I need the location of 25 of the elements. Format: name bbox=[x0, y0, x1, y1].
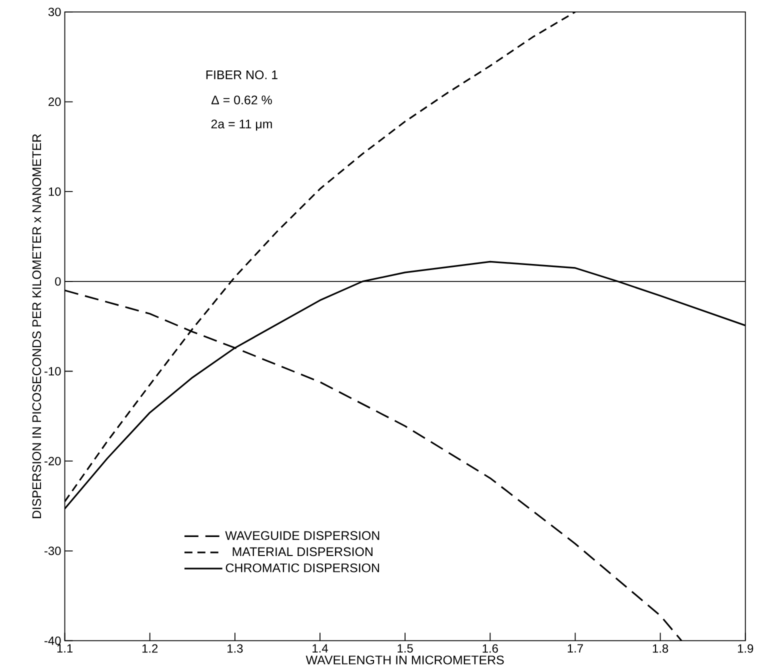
y-tick-label: -40 bbox=[44, 636, 61, 646]
x-tick-label: 1.8 bbox=[652, 644, 668, 653]
legend-label: MATERIAL DISPERSION bbox=[232, 547, 372, 556]
x-tick-label: 1.1 bbox=[57, 644, 72, 653]
annotation: Δ = 0.62 % bbox=[211, 96, 272, 105]
x-tick-label: 1.9 bbox=[738, 644, 754, 653]
legend-label: CHROMATIC DISPERSION bbox=[226, 564, 380, 572]
y-tick-label: -20 bbox=[44, 456, 61, 466]
x-tick-label: 1.6 bbox=[482, 644, 498, 653]
annotation: FIBER NO. 1 bbox=[206, 70, 278, 80]
x-tick-label: 1.2 bbox=[142, 644, 158, 653]
annotation: 2a = 11 μm bbox=[211, 120, 272, 131]
y-tick-label: -10 bbox=[44, 367, 61, 376]
y-tick-label: 10 bbox=[48, 188, 61, 196]
x-tick-label: 1.3 bbox=[228, 644, 243, 653]
y-axis-title: DISPERSION IN PICOSECONDS PER KILOMETER x NANOMETER bbox=[32, 134, 42, 518]
x-tick-label: 1.7 bbox=[568, 644, 583, 653]
y-tick-label: 30 bbox=[48, 8, 61, 16]
y-tick-label: 0 bbox=[55, 277, 61, 286]
x-tick-label: 1.4 bbox=[312, 644, 328, 653]
x-tick-label: 1.5 bbox=[398, 644, 413, 653]
y-tick-label: -30 bbox=[44, 546, 61, 556]
y-tick-label: 20 bbox=[48, 98, 61, 106]
legend-label: WAVEGUIDE DISPERSION bbox=[225, 531, 380, 540]
x-axis-title: WAVELENGTH IN MICROMETERS bbox=[306, 656, 504, 665]
